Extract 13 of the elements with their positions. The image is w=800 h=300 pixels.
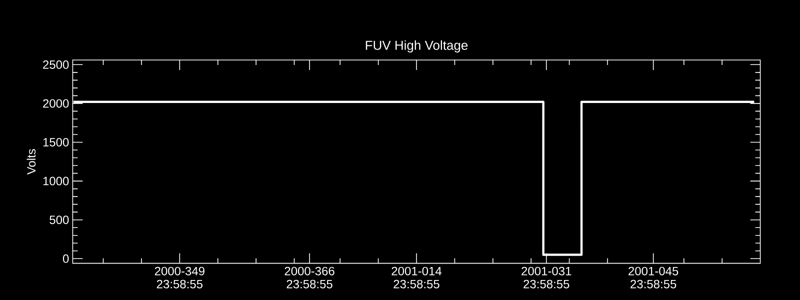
x-tick-label: 2001-031 23:58:55 [522, 266, 572, 288]
y-tick-label: 1000 [43, 176, 69, 186]
chart-title: FUV High Voltage [366, 40, 468, 52]
x-tick-label: 2001-014 23:58:55 [392, 266, 442, 288]
x-tick-label: 2000-349 23:58:55 [154, 266, 204, 288]
y-tick-label: 500 [50, 216, 69, 224]
y-tick-label: 2000 [43, 99, 69, 108]
y-tick-label: 2500 [43, 60, 69, 69]
x-tick-label: 2001-045 23:58:55 [628, 266, 678, 288]
y-axis-title: Volts [26, 149, 36, 175]
y-tick-label: 0 [62, 254, 69, 263]
y-tick-label: 1500 [43, 138, 69, 146]
x-tick-label: 2000-366 23:58:55 [284, 266, 334, 288]
